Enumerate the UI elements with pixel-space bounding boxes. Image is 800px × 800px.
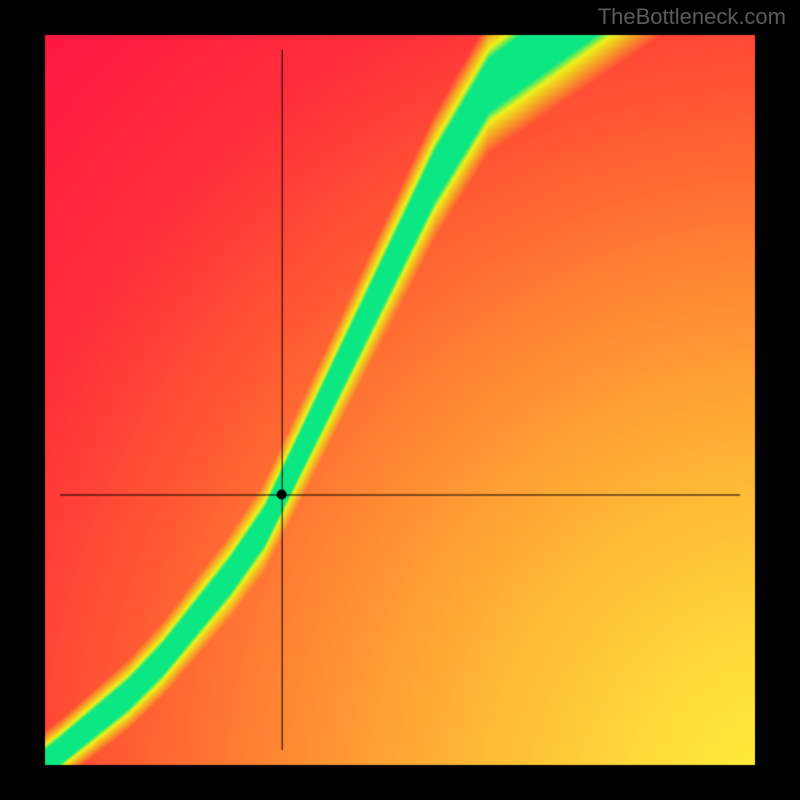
heatmap-canvas bbox=[0, 0, 800, 800]
chart-container: TheBottleneck.com bbox=[0, 0, 800, 800]
watermark-text: TheBottleneck.com bbox=[598, 4, 786, 30]
